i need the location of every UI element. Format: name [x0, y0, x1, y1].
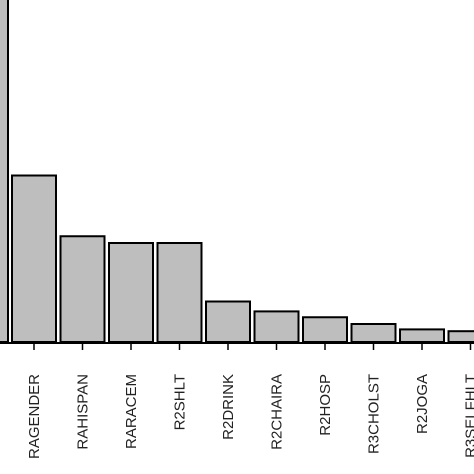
bars-group [0, 0, 474, 344]
bar-r2drink [205, 300, 251, 343]
x-tick-label-rahispan: RAHISPAN [75, 374, 92, 450]
x-tick-labels-group: RAGENDER RAHISPAN RARACEM R2SHLT R2DRINK R2CH… [26, 374, 474, 459]
x-tick-label-r2hosp: R2HOSP [317, 374, 334, 436]
x-tick-label-raracem: RARACEM [123, 374, 140, 449]
x-tick-label-r2shlt: R2SHLT [172, 374, 189, 430]
bar-r2hosp [302, 316, 348, 343]
bar-r2shlt [156, 242, 203, 343]
x-ticks-group [33, 344, 472, 350]
x-tick-label-ragender: RAGENDER [26, 374, 43, 459]
bar-r3cholst [350, 323, 397, 343]
bar-rahispan [59, 235, 106, 343]
x-tick-label-r2joga: R2JOGA [414, 374, 431, 434]
bar-r3selfhlt [447, 330, 474, 344]
bar-r2joga [399, 328, 445, 343]
bar-r2chaira [253, 310, 300, 343]
x-tick-label-r3cholst: R3CHOLST [366, 374, 383, 454]
x-tick-label-r2drink: R2DRINK [220, 374, 237, 440]
bar-raracem [108, 242, 154, 343]
bar-leading [0, 0, 9, 343]
x-tick-label-r2chaira: R2CHAIRA [269, 374, 286, 450]
x-tick-label-r3selfhlt: R3SELFHLT [463, 374, 474, 458]
bar-ragender [11, 174, 57, 343]
